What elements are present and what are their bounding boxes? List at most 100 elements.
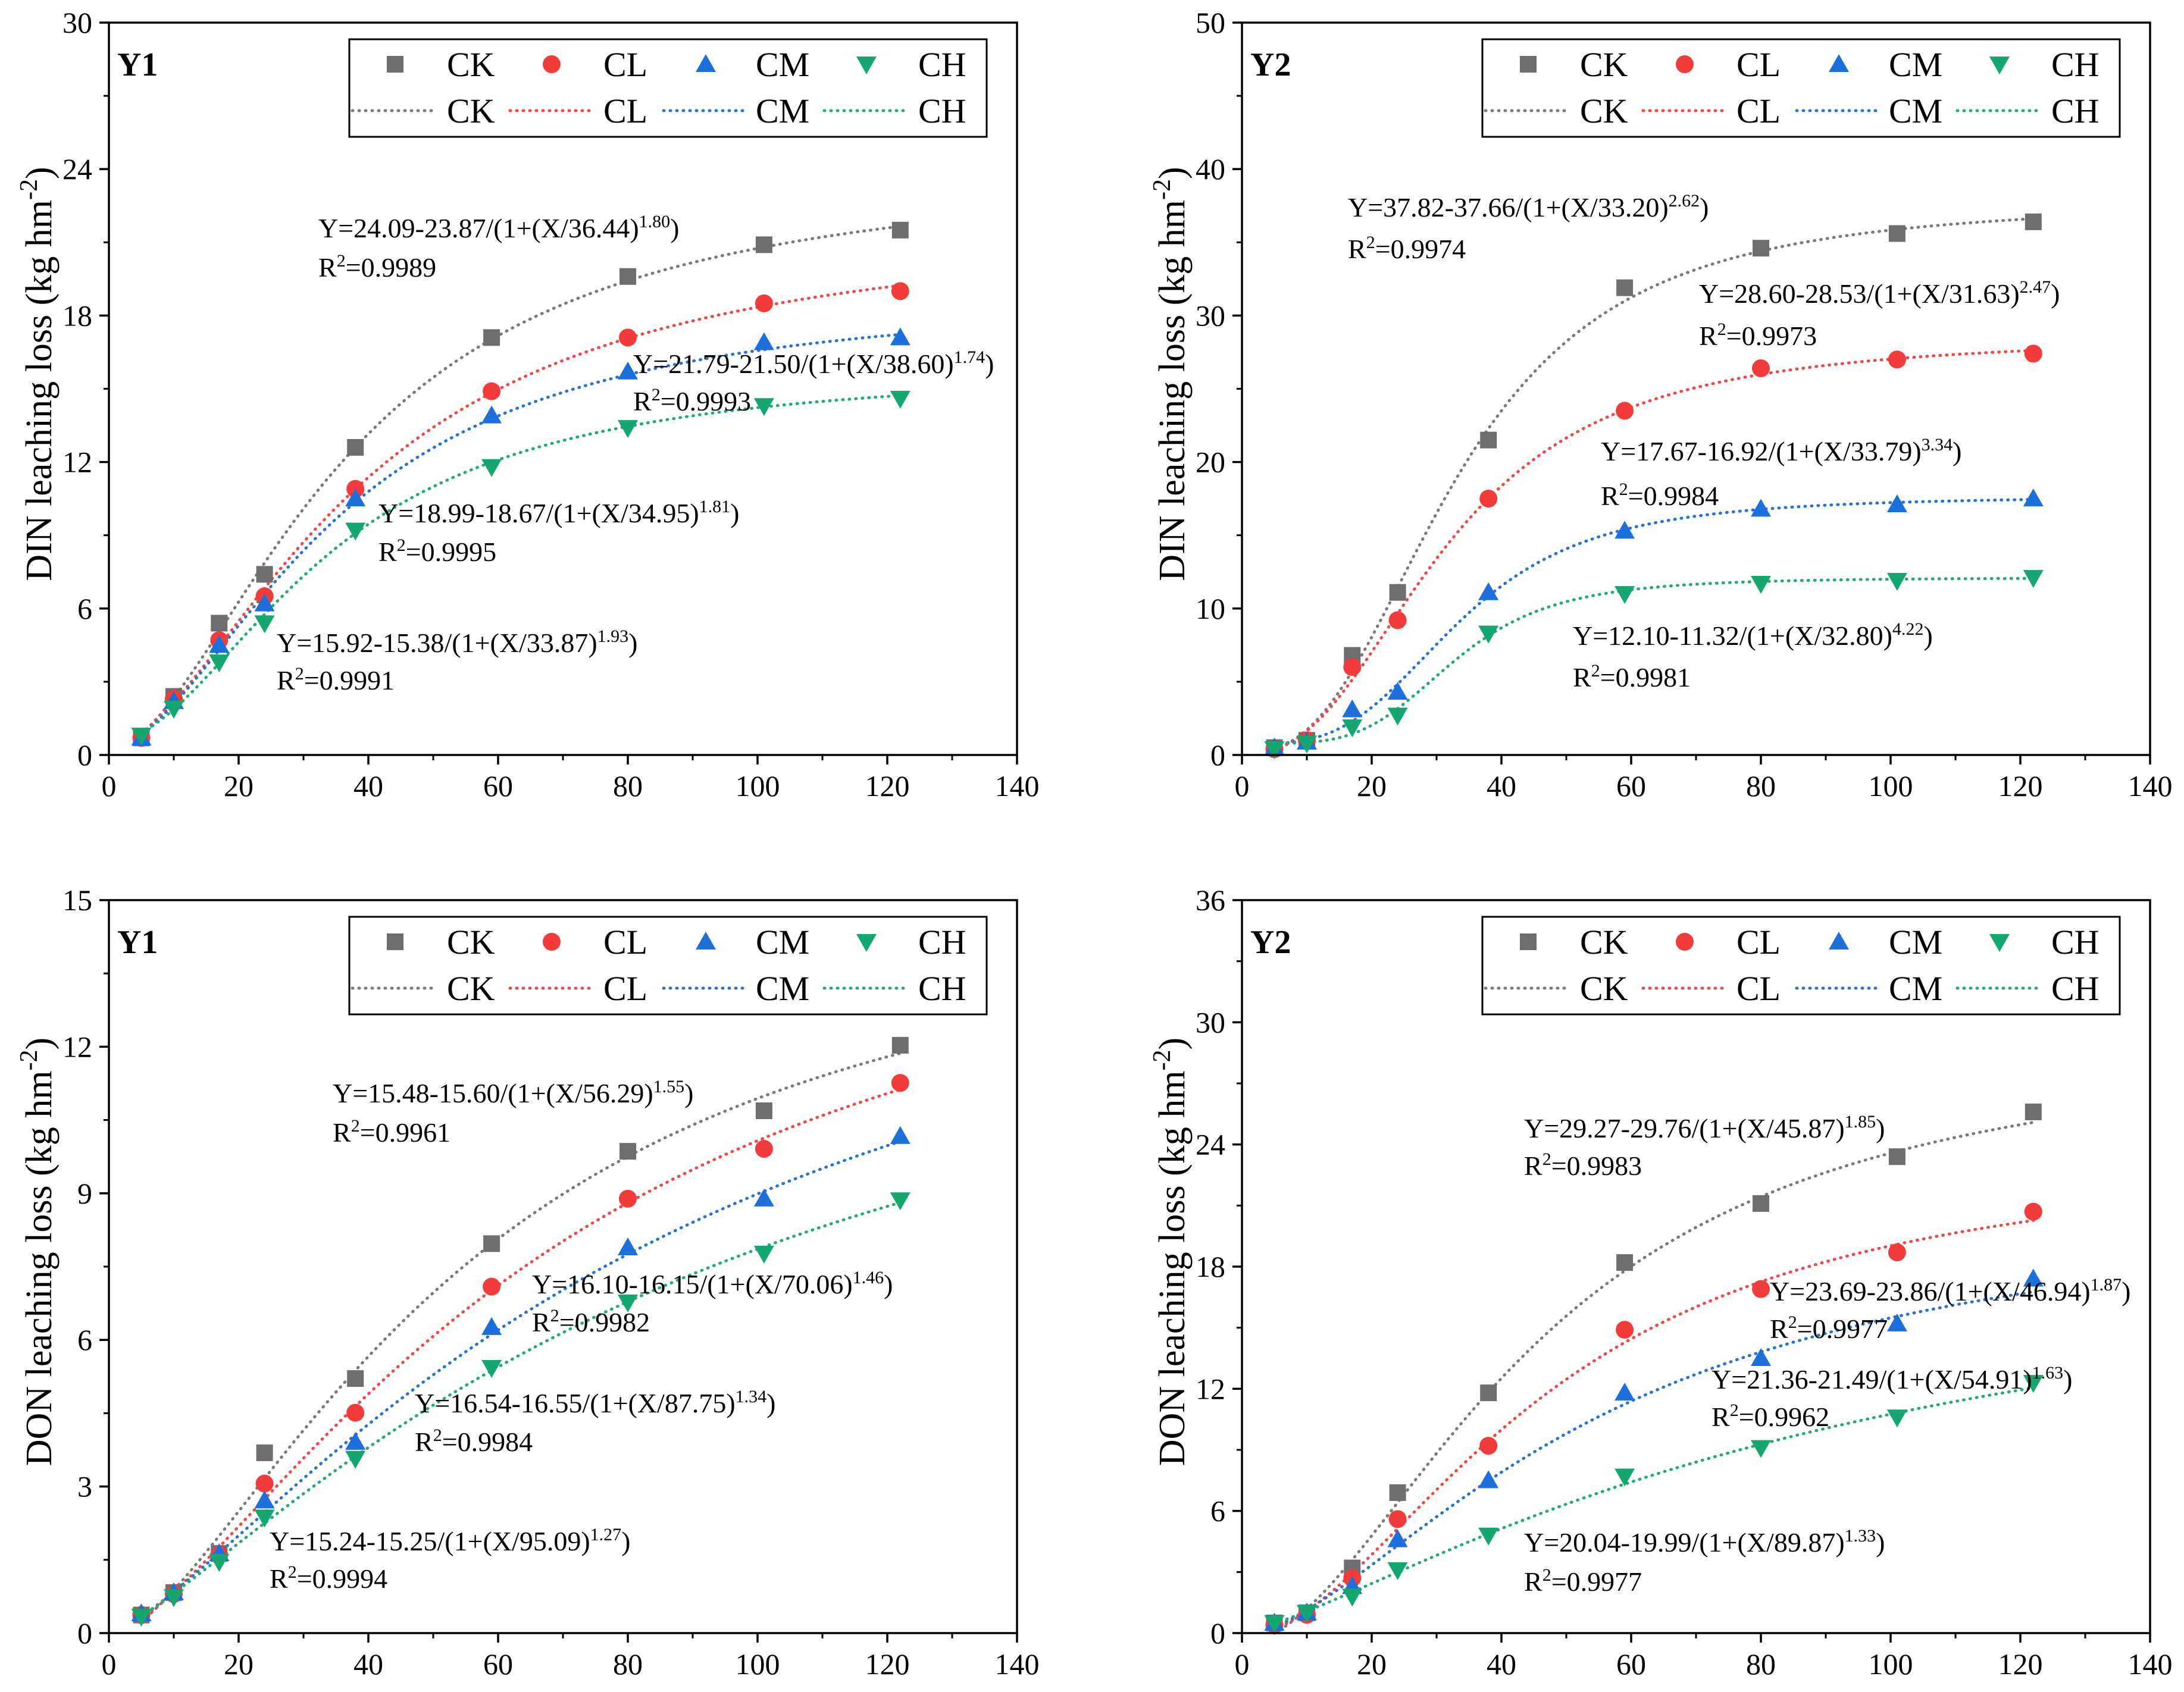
data-point-cl-5 bbox=[1479, 490, 1498, 508]
r2-exponent: 2 bbox=[1542, 1149, 1551, 1169]
data-point-cl-7 bbox=[619, 1189, 637, 1208]
data-point-ck-9 bbox=[891, 1036, 909, 1054]
fit-curve-ch bbox=[1273, 576, 2035, 745]
y-tick-label: 6 bbox=[1210, 1494, 1225, 1528]
y-tick-label: 40 bbox=[1196, 152, 1225, 186]
x-tick-label: 40 bbox=[1487, 769, 1516, 803]
data-point-cl-5 bbox=[346, 1403, 365, 1422]
equation-exponent: 1.74 bbox=[954, 347, 985, 367]
data-point-ch-1 bbox=[131, 1609, 152, 1627]
data-point-cm-9 bbox=[890, 327, 910, 346]
equation-text: Y=15.24-15.25/(1+(X/95.09) bbox=[270, 1526, 590, 1556]
legend-fit-label-cm: CM bbox=[756, 92, 809, 130]
fit-equation-ch: Y=15.92-15.38/(1+(X/33.87)1.93) bbox=[277, 626, 638, 658]
data-point-ch-8 bbox=[1886, 1409, 1907, 1428]
data-point-cm-7 bbox=[618, 1237, 638, 1255]
legend: CK CK CL CL CM CM CH CH bbox=[348, 916, 988, 1016]
equation-exponent: 1.85 bbox=[1845, 1112, 1876, 1132]
fit-equation-ch: Y=15.24-15.25/(1+(X/95.09)1.27) bbox=[270, 1525, 631, 1556]
equation-exponent: 1.93 bbox=[597, 626, 629, 646]
data-point-ch-9 bbox=[2023, 1375, 2044, 1393]
data-point-ch-2 bbox=[164, 701, 184, 719]
x-tick-label: 100 bbox=[736, 769, 780, 803]
r2-value: =0.9973 bbox=[1726, 321, 1817, 351]
r2-value: =0.9989 bbox=[346, 252, 436, 283]
x-tick-label: 60 bbox=[483, 1647, 513, 1681]
fit-annotations: Y=15.48-15.60/(1+(X/56.29)1.55)R2=0.9961… bbox=[270, 1077, 893, 1594]
y-axis: 0 3 6 9 12 15 bbox=[62, 883, 109, 1650]
equation-text: Y=17.67-16.92/(1+(X/33.79) bbox=[1601, 436, 1922, 466]
legend-label-cl: CL bbox=[1736, 923, 1781, 961]
legend-label-cl: CL bbox=[1736, 45, 1781, 84]
fit-annotations: Y=37.82-37.66/(1+(X/33.20)2.62)R2=0.9974… bbox=[1348, 191, 2060, 693]
r2-exponent: 2 bbox=[295, 664, 304, 684]
fit-r-squared-cm: R2=0.9962 bbox=[1711, 1400, 1829, 1432]
data-point-ch-8 bbox=[753, 1245, 774, 1264]
data-point-ck-6 bbox=[1616, 279, 1634, 296]
data-point-cl-4 bbox=[1388, 1510, 1407, 1528]
y-tick-label: 30 bbox=[1196, 299, 1225, 332]
legend-marker-cl bbox=[543, 933, 561, 951]
x-tick-label: 60 bbox=[1616, 769, 1646, 803]
r2-label: R bbox=[318, 252, 337, 283]
fit-equation-ck: Y=24.09-23.87/(1+(X/36.44)1.80) bbox=[318, 212, 680, 243]
plot-area bbox=[1242, 900, 2150, 1633]
data-point-cm-8 bbox=[1886, 494, 1907, 512]
data-point-cm-8 bbox=[1886, 1313, 1907, 1331]
r2-label: R bbox=[1573, 662, 1591, 693]
legend-label-cm: CM bbox=[1889, 45, 1942, 84]
data-point-ck-5 bbox=[347, 1370, 364, 1387]
equation-close: ) bbox=[1700, 192, 1709, 223]
r2-label: R bbox=[333, 1117, 351, 1148]
r2-value: =0.9981 bbox=[1600, 662, 1691, 693]
data-point-ch-7 bbox=[618, 1294, 638, 1312]
r2-value: =0.9994 bbox=[297, 1563, 387, 1594]
chart-panel-1: Y=24.09-23.87/(1+(X/36.44)1.80) R 2 =0.9989… bbox=[15, 6, 1040, 803]
y-axis: 0 10 20 30 40 50 bbox=[1196, 6, 1242, 772]
data-point-ch-2 bbox=[1297, 1605, 1317, 1623]
data-point-cl-4 bbox=[1388, 611, 1407, 629]
x-tick-label: 140 bbox=[2128, 769, 2173, 803]
equation-text: Y=12.10-11.32/(1+(X/32.80) bbox=[1573, 621, 1892, 651]
r2-value: =0.9977 bbox=[1551, 1566, 1642, 1597]
x-tick-label: 120 bbox=[865, 769, 910, 803]
data-point-cl-9 bbox=[891, 282, 909, 300]
x-tick-label: 80 bbox=[1746, 769, 1776, 803]
legend-label-ch: CH bbox=[918, 923, 966, 961]
y-tick-label: 12 bbox=[62, 1030, 92, 1063]
equation-exponent: 1.55 bbox=[653, 1077, 685, 1096]
data-point-ch-3 bbox=[209, 1554, 230, 1572]
fit-curve-cl bbox=[140, 284, 902, 735]
data-point-cl-6 bbox=[1616, 1321, 1634, 1339]
equation-close: ) bbox=[1876, 1527, 1885, 1558]
legend-label-ck: CK bbox=[1580, 45, 1628, 84]
data-point-ck-5 bbox=[1480, 431, 1497, 449]
data-point-ch-2 bbox=[164, 1589, 184, 1608]
equation-exponent: 1.80 bbox=[639, 212, 671, 231]
equation-close: ) bbox=[670, 213, 679, 243]
legend-marker-cl bbox=[1676, 933, 1694, 951]
r2-value: =0.9977 bbox=[1797, 1314, 1888, 1344]
data-point-ch-7 bbox=[618, 420, 638, 438]
fit-r-squared-cl: R2=0.9993 bbox=[633, 385, 751, 416]
fit-equation-cl: Y=16.10-16.15/(1+(X/70.06)1.46) bbox=[532, 1268, 893, 1299]
legend-fit-label-ck: CK bbox=[1580, 969, 1628, 1008]
y-tick-label: 9 bbox=[77, 1177, 92, 1210]
y-tick-label: 3 bbox=[77, 1470, 92, 1503]
x-tick-label: 20 bbox=[224, 1647, 254, 1681]
y-tick-label: 20 bbox=[1196, 446, 1225, 479]
y-tick-label: 0 bbox=[1210, 738, 1225, 772]
equation-exponent: 1.81 bbox=[699, 497, 731, 516]
data-point-cm-3 bbox=[209, 635, 230, 653]
fit-curve-cm bbox=[1273, 498, 2035, 745]
equation-text: Y=23.69-23.86/(1+(X/46.94) bbox=[1770, 1276, 2091, 1306]
data-point-ck-6 bbox=[483, 329, 500, 346]
y-tick-label: 10 bbox=[1196, 592, 1225, 625]
legend-label-ck: CK bbox=[1580, 923, 1628, 961]
fit-equation-cl: Y=23.69-23.86/(1+(X/46.94)1.87) bbox=[1770, 1275, 2131, 1306]
data-point-ck-5 bbox=[1480, 1384, 1497, 1402]
x-tick-label: 100 bbox=[1869, 1647, 1913, 1681]
data-point-ck-6 bbox=[1616, 1254, 1634, 1271]
data-point-ck-4 bbox=[256, 566, 273, 583]
